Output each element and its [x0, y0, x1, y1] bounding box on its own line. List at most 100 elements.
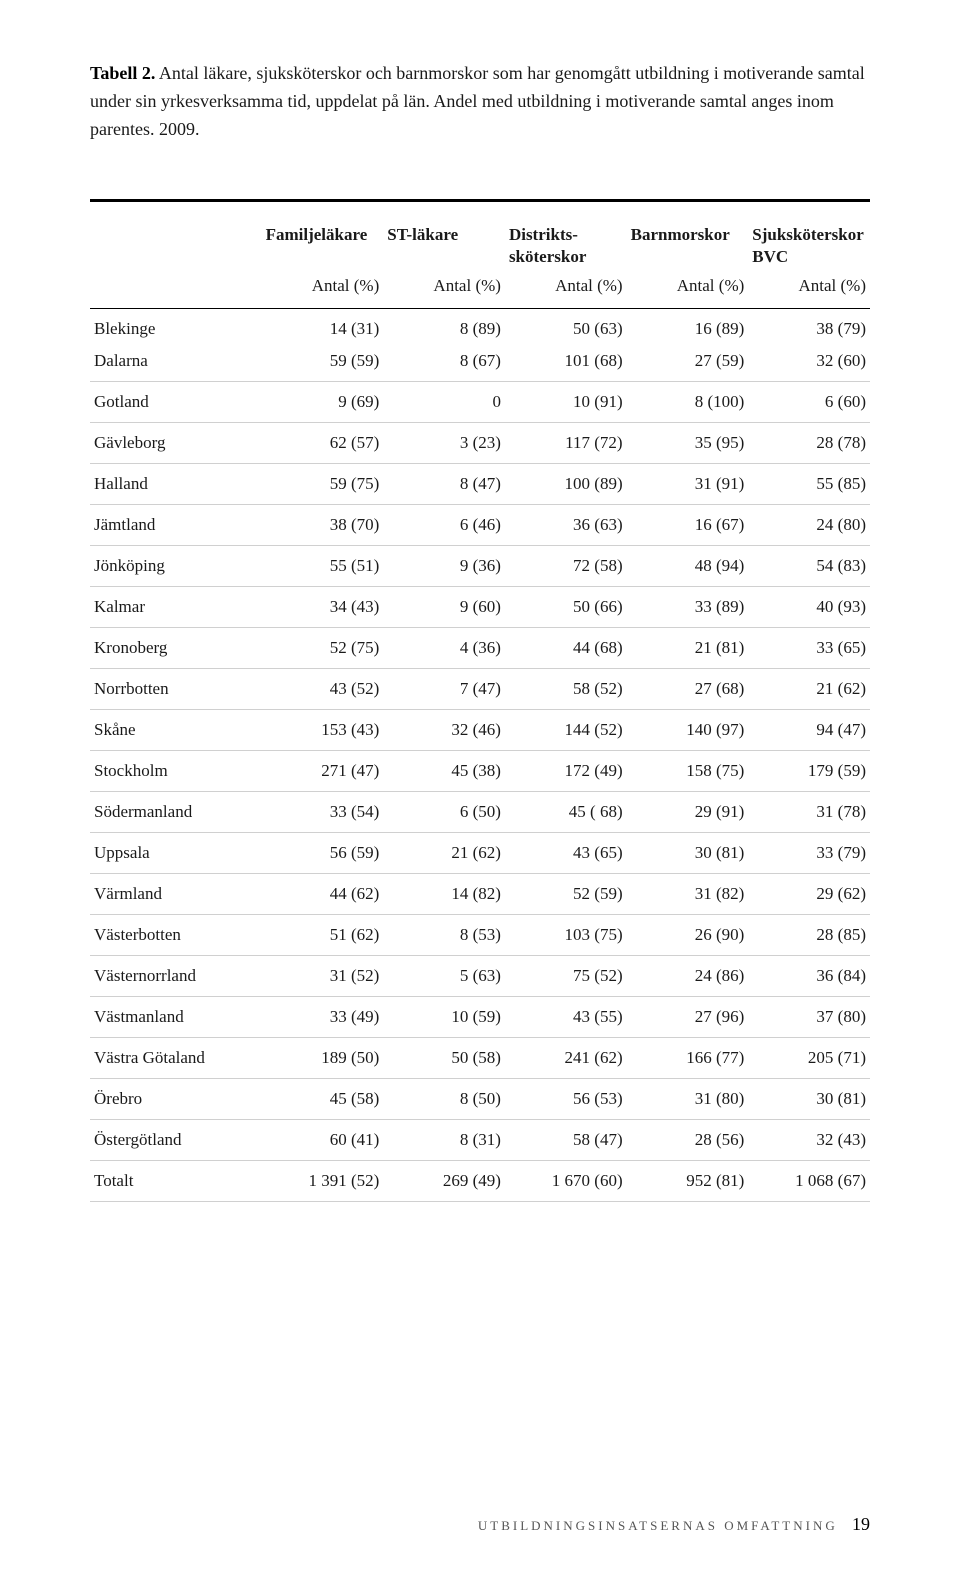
table-body: Blekinge14 (31)8 (89)50 (63)16 (89)38 (7… — [90, 309, 870, 1202]
value-cell: 58 (47) — [505, 1120, 627, 1161]
value-cell: 45 (58) — [262, 1079, 384, 1120]
value-cell: 40 (93) — [748, 587, 870, 628]
value-cell: 8 (50) — [383, 1079, 505, 1120]
region-cell: Värmland — [90, 874, 262, 915]
value-cell: 101 (68) — [505, 341, 627, 382]
value-cell: 33 (65) — [748, 628, 870, 669]
region-cell: Kalmar — [90, 587, 262, 628]
value-cell: 50 (66) — [505, 587, 627, 628]
region-cell: Gävleborg — [90, 423, 262, 464]
region-cell: Södermanland — [90, 792, 262, 833]
value-cell: 45 (38) — [383, 751, 505, 792]
value-cell: 31 (78) — [748, 792, 870, 833]
region-cell: Västernorrland — [90, 956, 262, 997]
value-cell: 21 (62) — [383, 833, 505, 874]
table-row: Dalarna59 (59)8 (67)101 (68)27 (59)32 (6… — [90, 341, 870, 382]
value-cell: 94 (47) — [748, 710, 870, 751]
value-cell: 153 (43) — [262, 710, 384, 751]
region-cell: Kronoberg — [90, 628, 262, 669]
value-cell: 43 (65) — [505, 833, 627, 874]
table-row: Värmland44 (62)14 (82)52 (59)31 (82)29 (… — [90, 874, 870, 915]
value-cell: 0 — [383, 382, 505, 423]
value-cell: 34 (43) — [262, 587, 384, 628]
value-cell: 241 (62) — [505, 1038, 627, 1079]
value-cell: 38 (70) — [262, 505, 384, 546]
value-cell: 43 (55) — [505, 997, 627, 1038]
region-cell: Östergötland — [90, 1120, 262, 1161]
value-cell: 9 (36) — [383, 546, 505, 587]
value-cell: 60 (41) — [262, 1120, 384, 1161]
value-cell: 54 (83) — [748, 546, 870, 587]
table-row: Östergötland60 (41)8 (31)58 (47)28 (56)3… — [90, 1120, 870, 1161]
value-cell: 55 (51) — [262, 546, 384, 587]
value-cell: 24 (86) — [627, 956, 749, 997]
value-cell: 10 (91) — [505, 382, 627, 423]
value-cell: 952 (81) — [627, 1161, 749, 1202]
value-cell: 158 (75) — [627, 751, 749, 792]
value-cell: 27 (96) — [627, 997, 749, 1038]
region-cell: Gotland — [90, 382, 262, 423]
value-cell: 58 (52) — [505, 669, 627, 710]
value-cell: 1 391 (52) — [262, 1161, 384, 1202]
region-cell: Västmanland — [90, 997, 262, 1038]
table-row: Skåne153 (43)32 (46)144 (52)140 (97)94 (… — [90, 710, 870, 751]
table-row: Totalt1 391 (52)269 (49)1 670 (60)952 (8… — [90, 1161, 870, 1202]
value-cell: 100 (89) — [505, 464, 627, 505]
footer-text: utbildningsinsatsernas omfattning — [478, 1518, 838, 1533]
value-cell: 37 (80) — [748, 997, 870, 1038]
region-cell: Västra Götaland — [90, 1038, 262, 1079]
value-cell: 72 (58) — [505, 546, 627, 587]
value-cell: 28 (56) — [627, 1120, 749, 1161]
col-subheader-3: Antal (%) — [627, 272, 749, 309]
value-cell: 189 (50) — [262, 1038, 384, 1079]
value-cell: 50 (58) — [383, 1038, 505, 1079]
value-cell: 6 (60) — [748, 382, 870, 423]
col-subheader-4: Antal (%) — [748, 272, 870, 309]
value-cell: 9 (60) — [383, 587, 505, 628]
value-cell: 62 (57) — [262, 423, 384, 464]
value-cell: 32 (60) — [748, 341, 870, 382]
col-subheader-2: Antal (%) — [505, 272, 627, 309]
region-cell: Västerbotten — [90, 915, 262, 956]
value-cell: 36 (63) — [505, 505, 627, 546]
value-cell: 8 (47) — [383, 464, 505, 505]
value-cell: 4 (36) — [383, 628, 505, 669]
value-cell: 140 (97) — [627, 710, 749, 751]
value-cell: 28 (85) — [748, 915, 870, 956]
value-cell: 31 (80) — [627, 1079, 749, 1120]
header-row-2: Antal (%)Antal (%)Antal (%)Antal (%)Anta… — [90, 272, 870, 309]
value-cell: 8 (67) — [383, 341, 505, 382]
value-cell: 75 (52) — [505, 956, 627, 997]
page-number: 19 — [852, 1514, 870, 1534]
col-header-0: Familjeläkare — [262, 206, 384, 272]
table-row: Örebro45 (58)8 (50)56 (53)31 (80)30 (81) — [90, 1079, 870, 1120]
value-cell: 8 (89) — [383, 309, 505, 342]
table-caption: Tabell 2. Antal läkare, sjuksköterskor o… — [90, 60, 870, 144]
table-row: Jönköping55 (51)9 (36)72 (58)48 (94)54 (… — [90, 546, 870, 587]
header-row-1: FamiljeläkareST-läkareDistrikts-skötersk… — [90, 206, 870, 272]
table-row: Västmanland33 (49)10 (59)43 (55)27 (96)3… — [90, 997, 870, 1038]
caption-text: Antal läkare, sjuksköterskor och barnmor… — [90, 63, 865, 139]
value-cell: 7 (47) — [383, 669, 505, 710]
value-cell: 166 (77) — [627, 1038, 749, 1079]
value-cell: 32 (46) — [383, 710, 505, 751]
table-row: Uppsala56 (59)21 (62)43 (65)30 (81)33 (7… — [90, 833, 870, 874]
value-cell: 56 (53) — [505, 1079, 627, 1120]
value-cell: 30 (81) — [627, 833, 749, 874]
col-subheader-1: Antal (%) — [383, 272, 505, 309]
value-cell: 30 (81) — [748, 1079, 870, 1120]
value-cell: 48 (94) — [627, 546, 749, 587]
value-cell: 269 (49) — [383, 1161, 505, 1202]
value-cell: 36 (84) — [748, 956, 870, 997]
value-cell: 144 (52) — [505, 710, 627, 751]
value-cell: 9 (69) — [262, 382, 384, 423]
col-header-1: ST-läkare — [383, 206, 505, 272]
table-row: Västernorrland31 (52)5 (63)75 (52)24 (86… — [90, 956, 870, 997]
table-row: Jämtland38 (70)6 (46)36 (63)16 (67)24 (8… — [90, 505, 870, 546]
value-cell: 43 (52) — [262, 669, 384, 710]
col-header-2: Distrikts-sköterskor — [505, 206, 627, 272]
value-cell: 32 (43) — [748, 1120, 870, 1161]
value-cell: 1 670 (60) — [505, 1161, 627, 1202]
region-cell: Jönköping — [90, 546, 262, 587]
value-cell: 31 (91) — [627, 464, 749, 505]
